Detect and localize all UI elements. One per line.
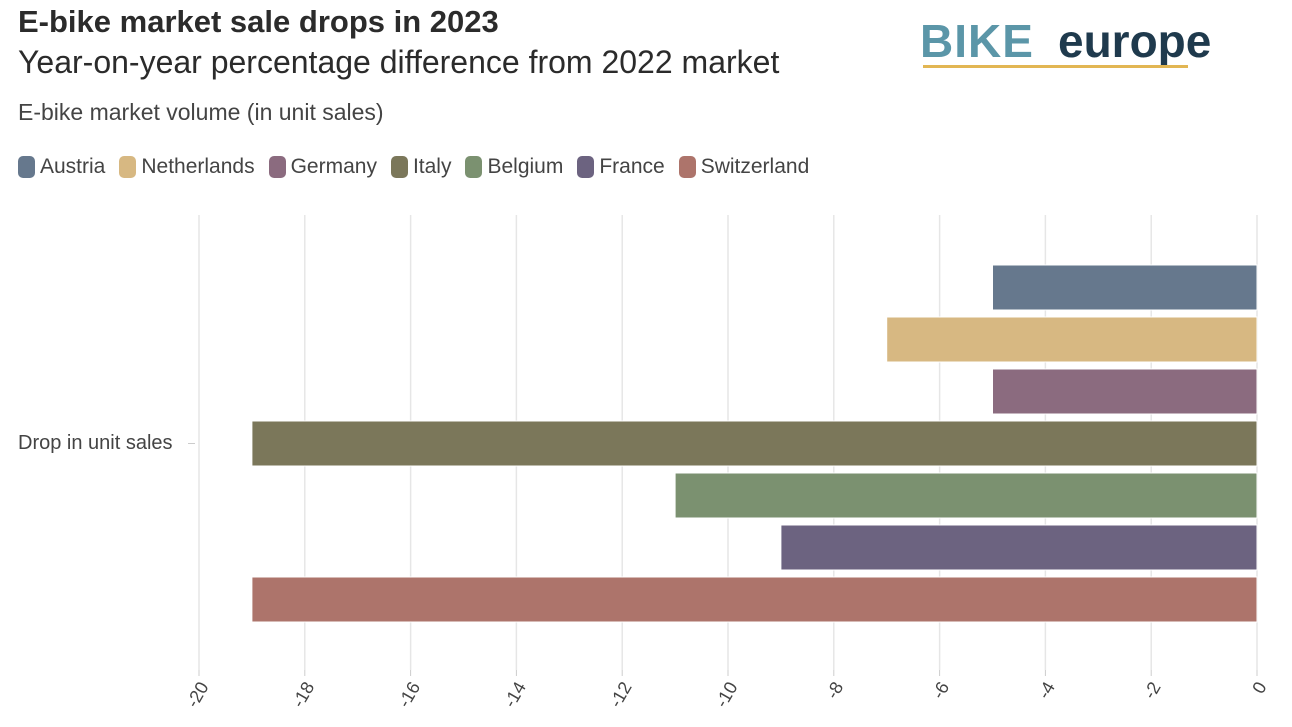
legend-swatch (119, 156, 137, 178)
logo-text-europe: europe (1058, 15, 1212, 67)
legend-swatch (18, 156, 35, 178)
x-tick-label: -6 (928, 678, 953, 702)
x-tick-label: -2 (1139, 678, 1164, 702)
x-tick-label: -10 (711, 678, 741, 711)
legend-item[interactable]: Germany (268, 155, 377, 179)
legend: Austria Netherlands Germany Italy Belgium Fra… (18, 155, 809, 179)
x-tick-label: -14 (500, 678, 530, 711)
chart-title: E-bike market sale drops in 2023 (18, 4, 499, 39)
legend-label: Belgium (487, 155, 564, 178)
bar-netherlands[interactable] (886, 316, 1258, 363)
bar-france[interactable] (780, 524, 1258, 571)
legend-item[interactable]: Switzerland (678, 155, 810, 179)
legend-label: Germany (290, 155, 377, 178)
bar-germany[interactable] (992, 368, 1258, 415)
bar-italy[interactable] (251, 420, 1258, 467)
x-tick-label: -8 (822, 678, 847, 702)
x-tick-label: -16 (394, 678, 424, 711)
x-tick-label: -18 (288, 678, 318, 711)
x-tick-label: 0 (1248, 678, 1270, 697)
legend-item[interactable]: France (577, 155, 665, 179)
legend-swatch (390, 156, 408, 178)
legend-item[interactable]: Netherlands (119, 155, 255, 179)
legend-item[interactable]: Belgium (465, 155, 563, 179)
chart-description: E-bike market volume (in unit sales) (18, 99, 384, 125)
category-label: Drop in unit sales (18, 432, 173, 454)
legend-label: Netherlands (141, 155, 255, 178)
x-tick-label: -12 (605, 678, 635, 711)
legend-label: France (599, 155, 665, 178)
legend-item[interactable]: Italy (390, 155, 452, 179)
bar-austria[interactable] (992, 264, 1258, 311)
logo-text-bike: BIKE (920, 15, 1034, 67)
legend-label: Switzerland (700, 155, 810, 178)
bar-switzerland[interactable] (251, 576, 1258, 623)
legend-label: Italy (412, 155, 452, 178)
legend-swatch (268, 156, 286, 178)
x-tick-label: -4 (1034, 678, 1059, 702)
bike-europe-logo: BIKE europe (920, 14, 1260, 74)
bar-belgium[interactable] (674, 472, 1258, 519)
legend-item[interactable]: Austria (18, 155, 105, 179)
logo-underline (923, 65, 1188, 68)
legend-swatch (678, 156, 696, 178)
x-tick-label: -20 (182, 678, 212, 711)
legend-swatch (577, 156, 595, 178)
legend-label: Austria (40, 155, 106, 178)
legend-swatch (465, 156, 483, 178)
chart-subtitle: Year-on-year percentage difference from … (18, 44, 780, 80)
